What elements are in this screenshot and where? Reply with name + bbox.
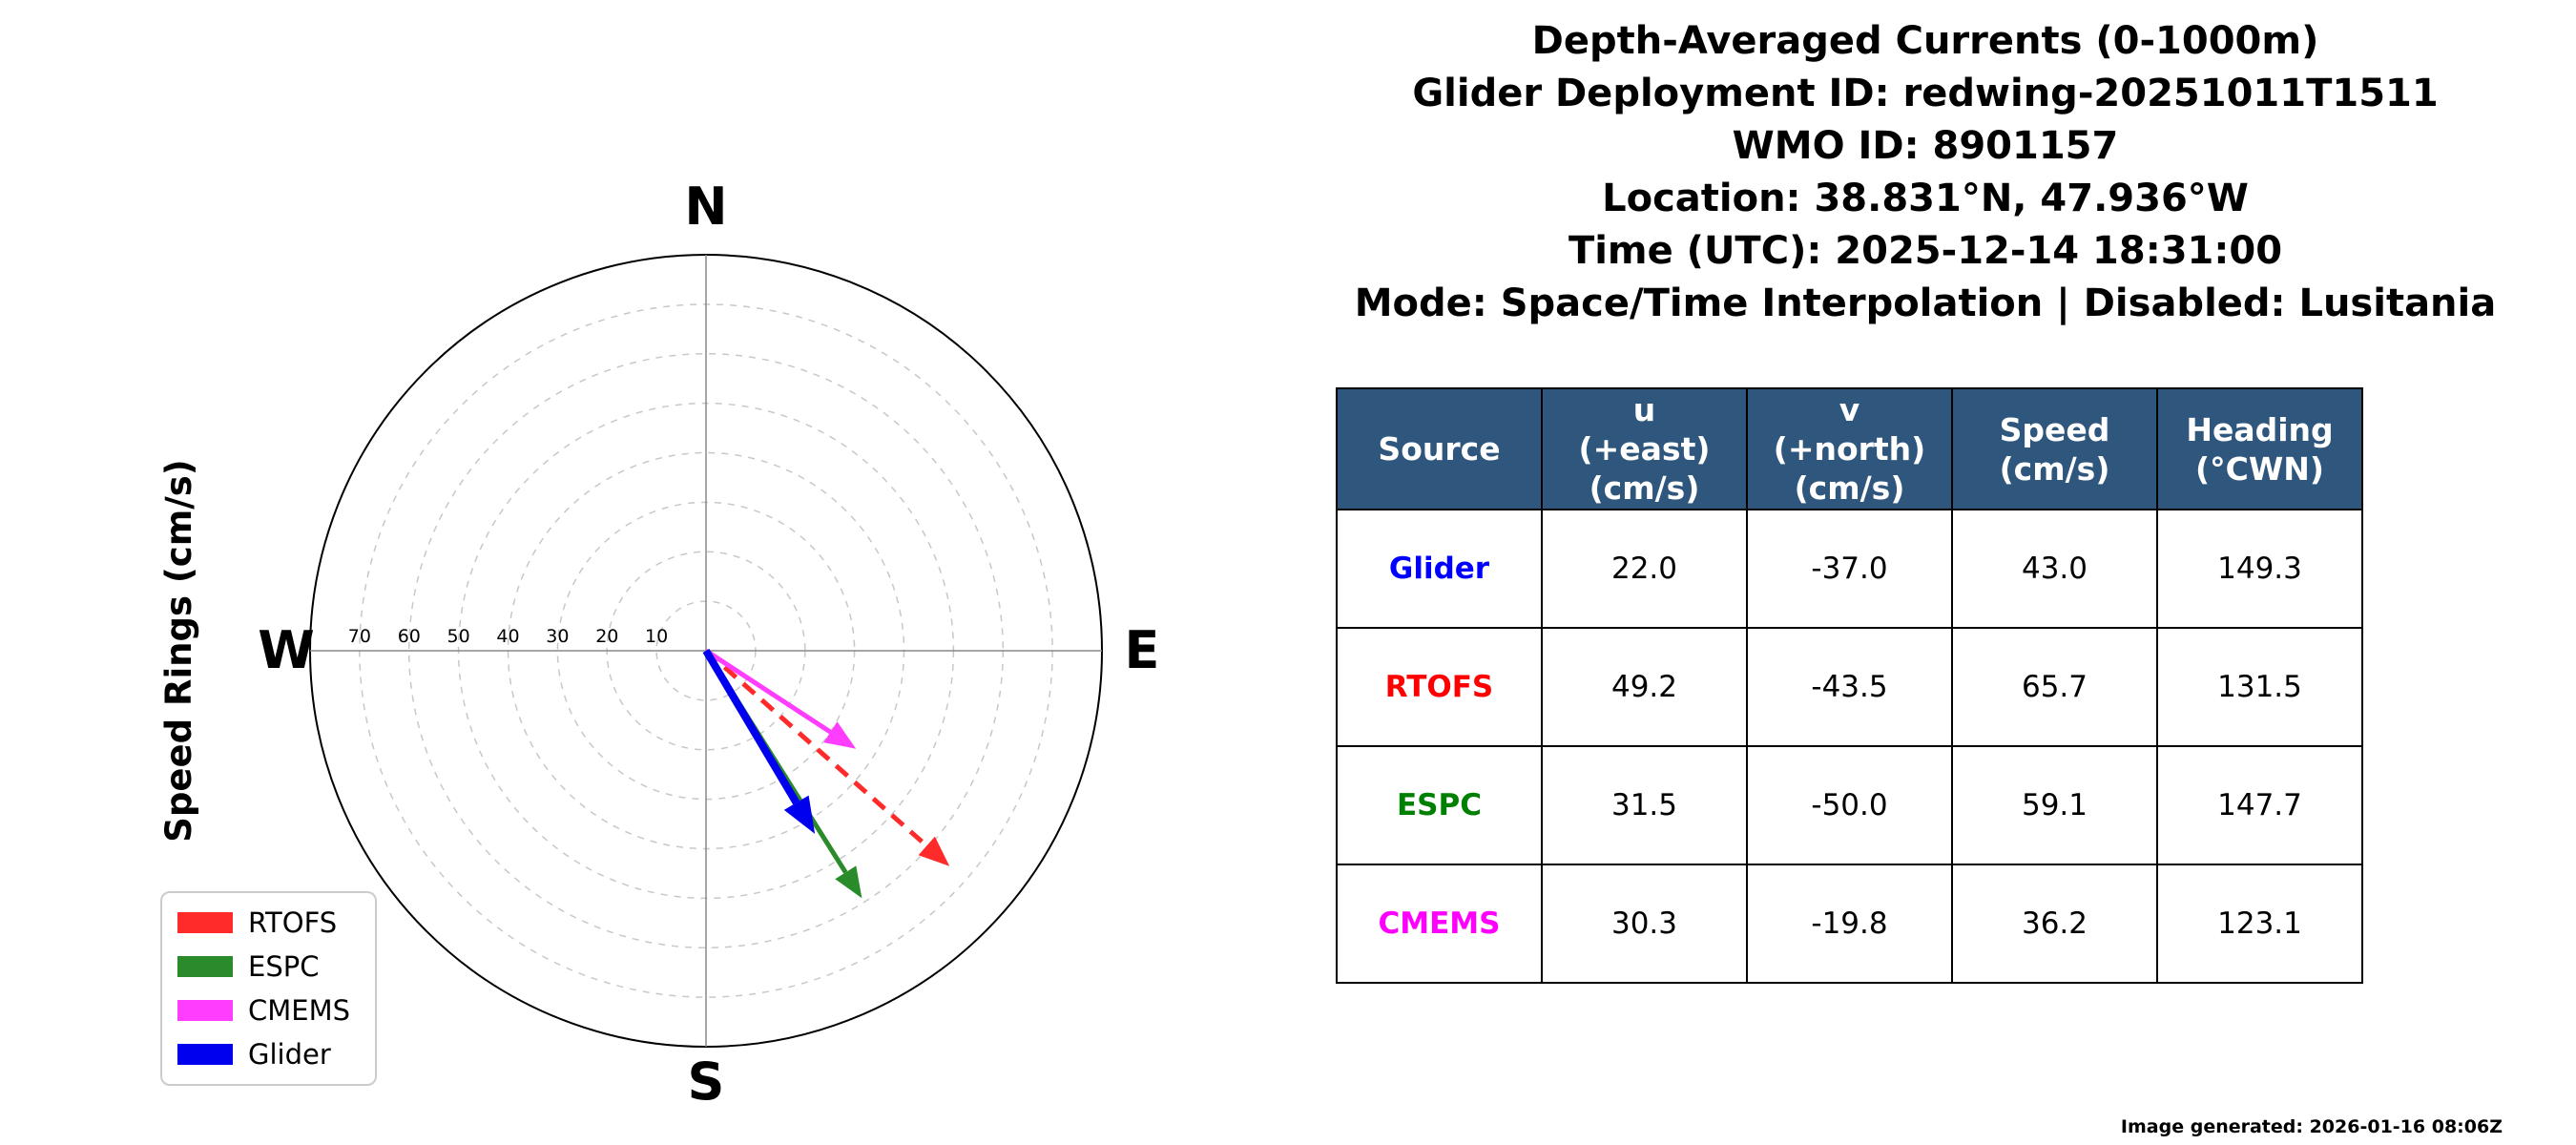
u-cell: 49.2 [1541, 627, 1748, 747]
wmo-id: WMO ID: 8901157 [1732, 124, 2119, 168]
compass-north-label: N [684, 177, 727, 237]
legend-item-cmems: CMEMS [177, 994, 350, 1027]
table-header-row: Source u (+east) (cm/s) v (+north) (cm/s… [1336, 387, 2363, 510]
legend: RTOFS ESPC CMEMS Glider [160, 891, 378, 1086]
legend-label: RTOFS [248, 906, 338, 939]
heading-cell: 123.1 [2156, 864, 2363, 984]
legend-item-rtofs: RTOFS [177, 906, 350, 939]
v-cell: -43.5 [1746, 627, 1953, 747]
legend-item-glider: Glider [177, 1038, 350, 1071]
polar-grid: 10 20 30 40 50 60 70 [309, 254, 1103, 1048]
ring-tick-label: 10 [645, 626, 668, 647]
table-row-espc: ESPC 31.5 -50.0 59.1 147.7 [1336, 745, 2363, 865]
heading-cell: 149.3 [2156, 509, 2363, 629]
arrow-shaft-cmems [704, 648, 832, 735]
speed-cell: 59.1 [1951, 745, 2158, 865]
v-cell: -37.0 [1746, 509, 1953, 629]
arrowhead-espc [835, 865, 862, 899]
time-utc: Time (UTC): 2025-12-14 18:31:00 [1568, 229, 2283, 273]
title-depth-averaged-currents: Depth-Averaged Currents (0-1000m) [1531, 19, 2319, 63]
legend-label: CMEMS [248, 994, 351, 1027]
polar-plot: 10 20 30 40 50 60 70 N S E W Speed Rings (cm/s… [158, 177, 1160, 1112]
legend-swatch-cmems [177, 1000, 233, 1021]
u-cell: 31.5 [1541, 745, 1748, 865]
col-header-v: v (+north) (cm/s) [1746, 387, 1953, 510]
location: Location: 38.831°N, 47.936°W [1602, 177, 2249, 220]
source-cell: RTOFS [1336, 627, 1543, 747]
compass-east-label: E [1125, 620, 1160, 680]
generation-timestamp: Image generated: 2026-01-16 08:06Z [2120, 1116, 2503, 1137]
speed-cell: 43.0 [1951, 509, 2158, 629]
legend-item-espc: ESPC [177, 950, 350, 983]
ring-tick-label: 50 [447, 626, 470, 647]
ring-tick-label: 40 [496, 626, 519, 647]
ring-tick-label: 70 [348, 626, 371, 647]
ring-tick-label: 30 [546, 626, 569, 647]
source-cell: ESPC [1336, 745, 1543, 865]
heading-cell: 131.5 [2156, 627, 2363, 747]
speed-cell: 65.7 [1951, 627, 2158, 747]
arrowhead-rtofs [918, 836, 950, 866]
ring-tick-label: 60 [398, 626, 421, 647]
speed-cell: 36.2 [1951, 864, 2158, 984]
speed-rings-axis-label: Speed Rings (cm/s) [158, 459, 199, 842]
legend-swatch-espc [177, 956, 233, 977]
compass-west-label: W [258, 620, 315, 680]
arrow-shaft-rtofs [704, 649, 928, 848]
source-cell: Glider [1336, 509, 1543, 629]
current-vectors [702, 648, 950, 899]
mode-line: Mode: Space/Time Interpolation | Disable… [1354, 281, 2497, 325]
arrowhead-glider [783, 795, 816, 834]
ring-tick-label: 20 [595, 626, 618, 647]
legend-swatch-glider [177, 1044, 233, 1065]
col-header-source: Source [1336, 387, 1543, 510]
arrowhead-cmems [823, 721, 857, 749]
table-row-rtofs: RTOFS 49.2 -43.5 65.7 131.5 [1336, 627, 2363, 747]
legend-label: Glider [248, 1038, 331, 1071]
compass-south-label: S [688, 1051, 725, 1112]
legend-swatch-rtofs [177, 912, 233, 933]
col-header-heading: Heading (°CWN) [2156, 387, 2363, 510]
table-row-glider: Glider 22.0 -37.0 43.0 149.3 [1336, 509, 2363, 629]
v-cell: -50.0 [1746, 745, 1953, 865]
arrow-shaft-glider [702, 648, 800, 805]
heading-cell: 147.7 [2156, 745, 2363, 865]
u-cell: 30.3 [1541, 864, 1748, 984]
header-block: Depth-Averaged Currents (0-1000m) Glider… [1278, 15, 2572, 330]
table-row-cmems: CMEMS 30.3 -19.8 36.2 123.1 [1336, 864, 2363, 984]
source-cell: CMEMS [1336, 864, 1543, 984]
col-header-u: u (+east) (cm/s) [1541, 387, 1748, 510]
col-header-speed: Speed (cm/s) [1951, 387, 2158, 510]
glider-deployment-id: Glider Deployment ID: redwing-20251011T1… [1412, 72, 2439, 115]
currents-table: Source u (+east) (cm/s) v (+north) (cm/s… [1336, 387, 2363, 984]
legend-label: ESPC [248, 950, 320, 983]
v-cell: -19.8 [1746, 864, 1953, 984]
u-cell: 22.0 [1541, 509, 1748, 629]
